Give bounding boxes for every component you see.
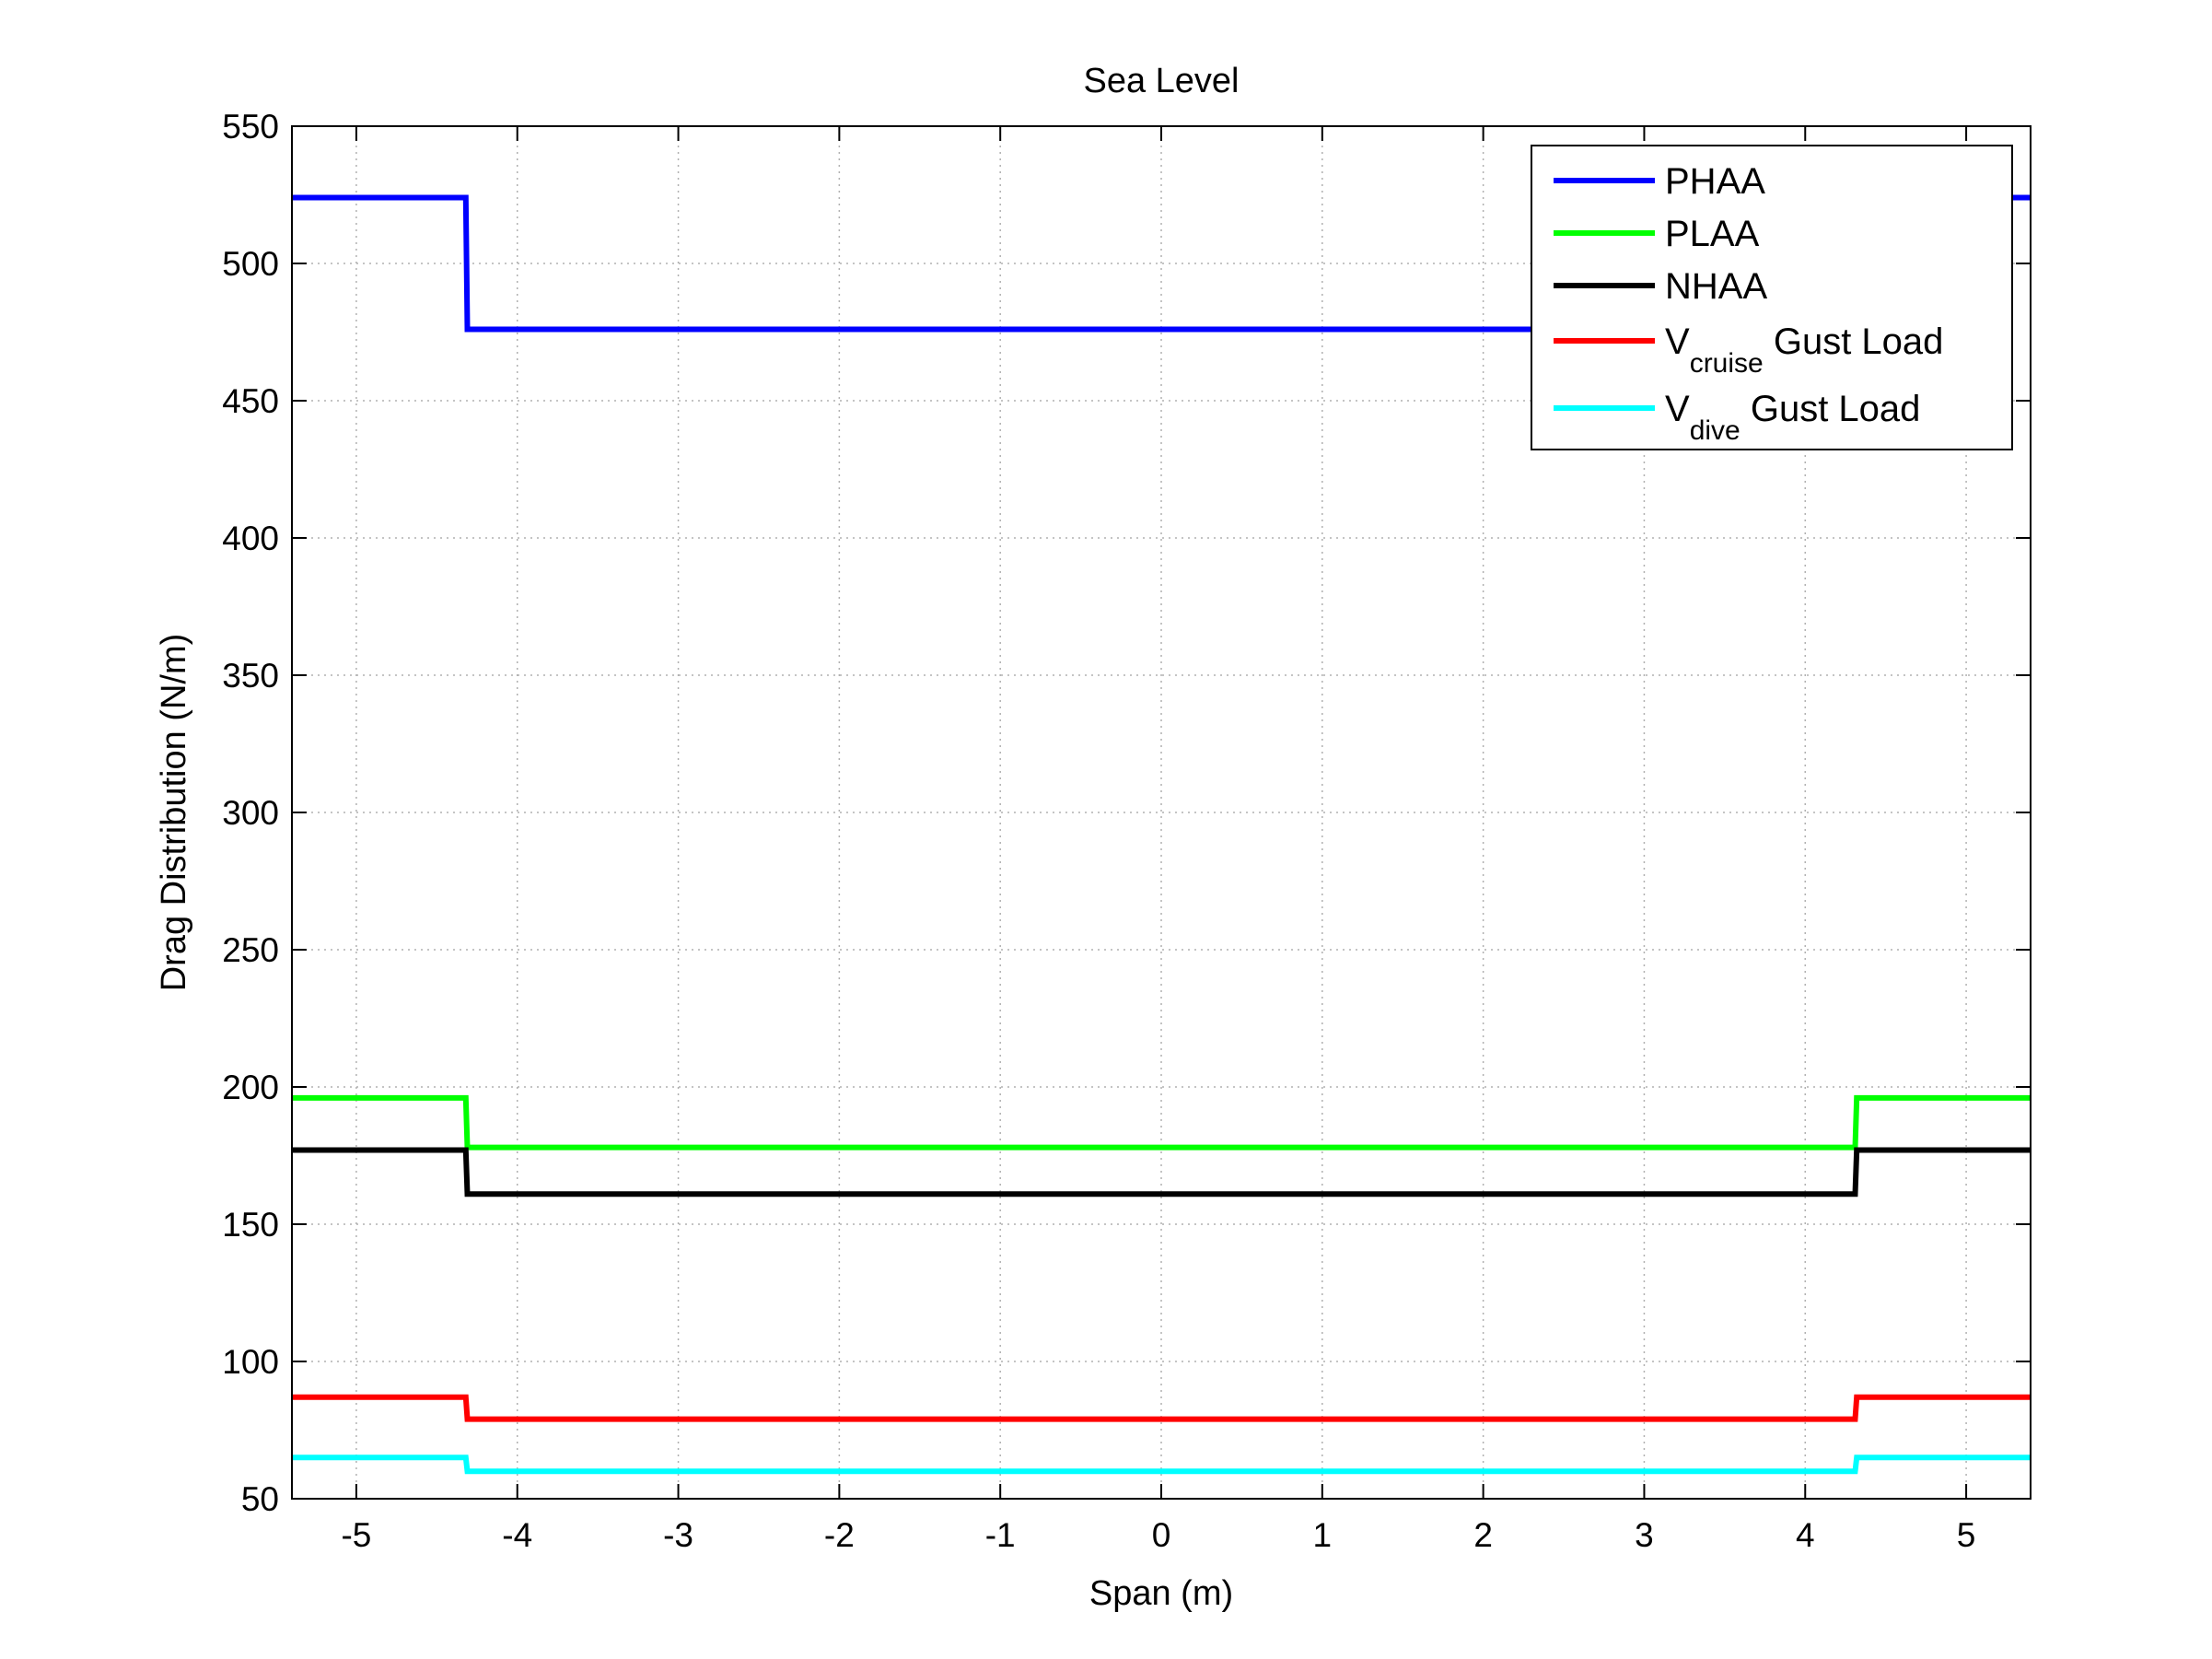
legend-entry-main: PLAA [1665, 214, 1760, 254]
y-tick-label: 250 [222, 931, 279, 969]
y-tick-label: 350 [222, 657, 279, 695]
legend-entry-tail: Gust Load [1764, 321, 1944, 362]
series-line-2 [292, 1147, 2031, 1198]
legend-entry-tail: Gust Load [1740, 389, 1921, 429]
series-line-3 [292, 1394, 2031, 1422]
y-tick-label: 50 [241, 1480, 279, 1518]
y-tick-label: 550 [222, 108, 279, 146]
legend-entry-main: PHAA [1665, 161, 1765, 202]
y-tick-label: 300 [222, 794, 279, 832]
y-tick-label: 450 [222, 382, 279, 420]
legend-entry-main: V [1665, 389, 1690, 429]
y-axis-title: Drag Distribution (N/m) [155, 634, 193, 992]
legend-entry-2: NHAA [1665, 266, 1767, 307]
legend-entry-main: V [1665, 321, 1690, 362]
y-tick-label: 400 [222, 520, 279, 557]
series-line-4 [292, 1455, 2031, 1475]
y-tick-label: 100 [222, 1343, 279, 1381]
legend-entry-1: PLAA [1665, 214, 1760, 254]
x-tick-label: -3 [663, 1516, 693, 1554]
y-tick-label: 500 [222, 245, 279, 283]
x-tick-label: 4 [1796, 1516, 1815, 1554]
legend-entry-subscript: cruise [1690, 348, 1764, 379]
chart-title: Sea Level [1083, 62, 1239, 100]
x-tick-label: 1 [1313, 1516, 1333, 1554]
y-tick-label: 200 [222, 1069, 279, 1106]
legend-box [1531, 145, 2013, 450]
x-tick-label: -2 [824, 1516, 855, 1554]
x-tick-label: 2 [1473, 1516, 1493, 1554]
legend-entry-3: Vcruise Gust Load [1665, 321, 1943, 379]
x-tick-label: -1 [985, 1516, 1016, 1554]
x-axis-title: Span (m) [1089, 1574, 1233, 1613]
legend-entry-4: Vdive Gust Load [1665, 389, 1920, 446]
x-tick-label: 3 [1635, 1516, 1654, 1554]
x-tick-label: 0 [1152, 1516, 1171, 1554]
x-tick-label: -5 [341, 1516, 371, 1554]
legend-entry-subscript: dive [1690, 415, 1740, 446]
axis-ticks: -5 -4 -3 -2 -1 0 1 2 3 4 5501001502002503003504004… [222, 108, 2031, 1554]
series-line-1 [292, 1094, 2031, 1151]
y-tick-label: 150 [222, 1206, 279, 1244]
legend-entry-0: PHAA [1665, 161, 1765, 202]
x-tick-label: -4 [502, 1516, 532, 1554]
legend-entry-main: NHAA [1665, 266, 1767, 307]
x-tick-label: 5 [1957, 1516, 1976, 1554]
